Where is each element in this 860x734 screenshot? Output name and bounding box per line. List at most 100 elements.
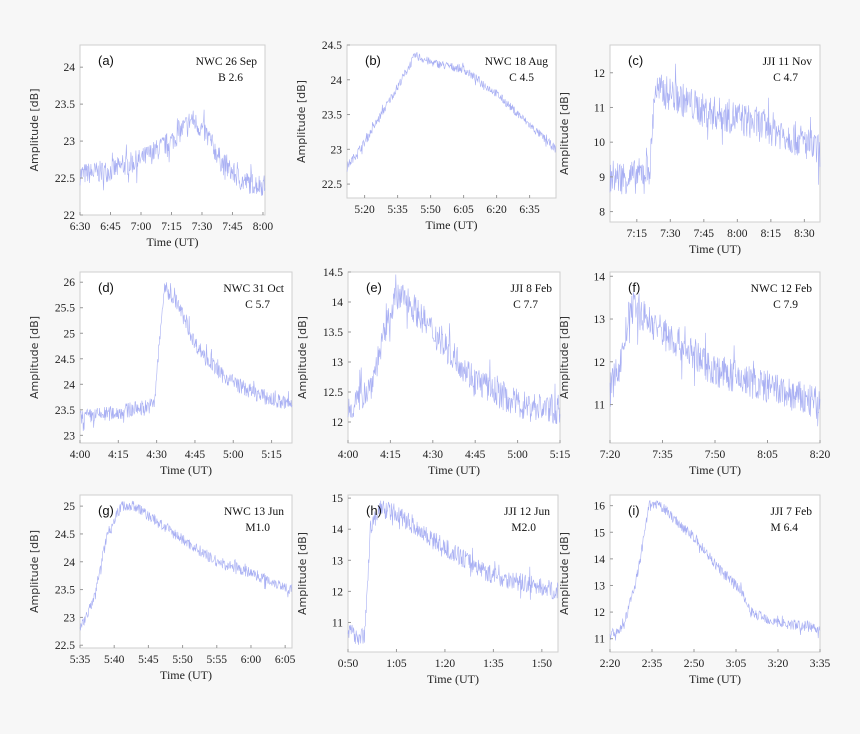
station-date-annotation: NWC 26 Sep — [196, 56, 258, 68]
y-tick-label: 23.5 — [322, 110, 342, 122]
x-tick-label: 7:45 — [222, 221, 243, 233]
x-tick-label: 1:35 — [483, 658, 504, 670]
x-tick-label: 5:15 — [550, 449, 571, 461]
x-tick-label: 7:15 — [627, 228, 648, 240]
plot-area — [609, 271, 821, 444]
x-axis-label: Time (UT) — [426, 218, 478, 232]
x-tick-label: 5:00 — [507, 449, 528, 461]
y-tick-label: 11 — [332, 617, 343, 629]
station-date-annotation: JJI 8 Feb — [510, 283, 552, 295]
series-line — [609, 500, 821, 641]
panel-h: 0:50 1:05 1:20 1:35 1:50 11 12 13 14 15 Time (UT) A… — [296, 493, 559, 686]
flare-class-annotation: C 5.7 — [245, 299, 270, 311]
series-line — [609, 63, 821, 195]
x-tick-label: 5:45 — [138, 654, 159, 666]
y-tick-label: 14 — [332, 524, 344, 536]
y-tick-label: 12 — [594, 607, 606, 619]
y-tick-label: 23.5 — [55, 585, 75, 597]
x-axis-label: Time (UT) — [160, 668, 212, 682]
y-tick-label: 15 — [594, 527, 606, 539]
x-tick-label: 7:15 — [161, 221, 182, 233]
station-date-annotation: JJI 12 Jun — [504, 506, 550, 518]
x-tick-label: 5:55 — [207, 654, 228, 666]
x-tick-label: 4:45 — [465, 449, 486, 461]
y-tick-label: 24.5 — [55, 354, 75, 366]
x-tick-label: 6:05 — [275, 654, 296, 666]
panel-d: 4:00 4:15 4:30 4:45 5:00 5:15 23 23.5 24 24.5 25 25… — [28, 271, 293, 477]
series-line — [79, 500, 293, 631]
x-tick-label: 5:40 — [104, 654, 125, 666]
x-axis-label: Time (UT) — [689, 463, 741, 477]
x-tick-label: 1:05 — [386, 658, 407, 670]
x-tick-label: 7:35 — [652, 449, 673, 461]
x-tick-label: 3:35 — [810, 658, 831, 670]
y-tick-label: 11 — [594, 634, 605, 646]
y-tick-label: 15 — [332, 493, 344, 505]
x-tick-label: 5:35 — [387, 204, 408, 216]
y-tick-label: 26 — [64, 277, 76, 289]
flare-class-annotation: C 4.5 — [509, 72, 534, 84]
x-tick-label: 8:00 — [727, 228, 748, 240]
y-tick-label: 12 — [594, 68, 606, 80]
y-tick-label: 8 — [599, 207, 605, 219]
x-tick-label: 2:35 — [642, 658, 663, 670]
x-tick-label: 8:20 — [810, 449, 831, 461]
series-line — [79, 282, 293, 432]
station-date-annotation: JJI 11 Nov — [763, 56, 813, 68]
x-tick-label: 8:00 — [253, 221, 274, 233]
y-tick-label: 22 — [64, 210, 76, 222]
flare-class-annotation: C 7.9 — [773, 299, 798, 311]
y-tick-label: 11 — [594, 102, 605, 114]
y-axis-label: Amplitude [dB] — [558, 316, 571, 399]
panel-label: (h) — [366, 503, 382, 518]
x-tick-label: 6:30 — [70, 221, 91, 233]
y-tick-label: 23 — [64, 612, 76, 624]
y-tick-label: 13 — [594, 314, 606, 326]
y-tick-label: 22.5 — [55, 173, 75, 185]
plot-area — [346, 44, 557, 199]
panel-label: (c) — [628, 53, 643, 68]
panel-g: 5:35 5:40 5:45 5:50 5:55 6:00 6:05 22.5 23 23.5 24… — [28, 494, 296, 682]
panel-e: 4:00 4:15 4:30 4:45 5:00 5:15 12 12.5 13 13.5 14 14… — [296, 267, 570, 477]
panel-label: (g) — [98, 503, 114, 518]
panel-c: 7:15 7:30 7:45 8:00 8:15 8:30 8 9 10 11 12 Time (UT… — [558, 44, 821, 256]
plot-area — [347, 494, 559, 653]
x-tick-label: 0:50 — [338, 658, 359, 670]
y-axis-label: Amplitude [dB] — [558, 92, 571, 175]
station-date-annotation: JJI 7 Feb — [770, 506, 812, 518]
y-tick-label: 12 — [332, 417, 344, 429]
y-tick-label: 23.5 — [55, 405, 75, 417]
y-tick-label: 22.5 — [322, 179, 342, 191]
panel-label: (f) — [628, 280, 640, 295]
plot-area — [79, 44, 266, 216]
x-tick-label: 4:45 — [185, 449, 206, 461]
flare-class-annotation: C 7.7 — [513, 299, 538, 311]
x-tick-label: 4:30 — [146, 449, 167, 461]
x-tick-label: 4:15 — [380, 449, 401, 461]
x-tick-label: 2:20 — [600, 658, 621, 670]
station-date-annotation: NWC 12 Feb — [751, 283, 813, 295]
station-date-annotation: NWC 31 Oct — [223, 283, 284, 295]
panel-label: (i) — [628, 503, 640, 518]
y-tick-label: 12 — [332, 586, 344, 598]
x-tick-label: 4:30 — [423, 449, 444, 461]
y-tick-label: 24.5 — [55, 529, 75, 541]
series-line — [347, 274, 561, 425]
station-date-annotation: NWC 13 Jun — [224, 506, 284, 518]
x-axis-label: Time (UT) — [147, 235, 199, 249]
y-tick-label: 12.5 — [323, 387, 343, 399]
y-axis-label: Amplitude [dB] — [28, 89, 41, 172]
y-tick-label: 12 — [594, 357, 606, 369]
x-tick-label: 6:00 — [241, 654, 262, 666]
x-axis-label: Time (UT) — [160, 463, 212, 477]
y-tick-label: 24 — [64, 379, 76, 391]
x-tick-label: 1:50 — [532, 658, 553, 670]
panel-f: 7:20 7:35 7:50 8:05 8:20 11 12 13 14 Time (UT) Amp… — [558, 271, 830, 477]
x-axis-label: Time (UT) — [689, 672, 741, 686]
panel-label: (e) — [366, 280, 382, 295]
x-tick-label: 4:15 — [108, 449, 129, 461]
series-line — [346, 52, 557, 172]
x-tick-label: 4:00 — [70, 449, 91, 461]
y-tick-label: 25 — [64, 328, 76, 340]
